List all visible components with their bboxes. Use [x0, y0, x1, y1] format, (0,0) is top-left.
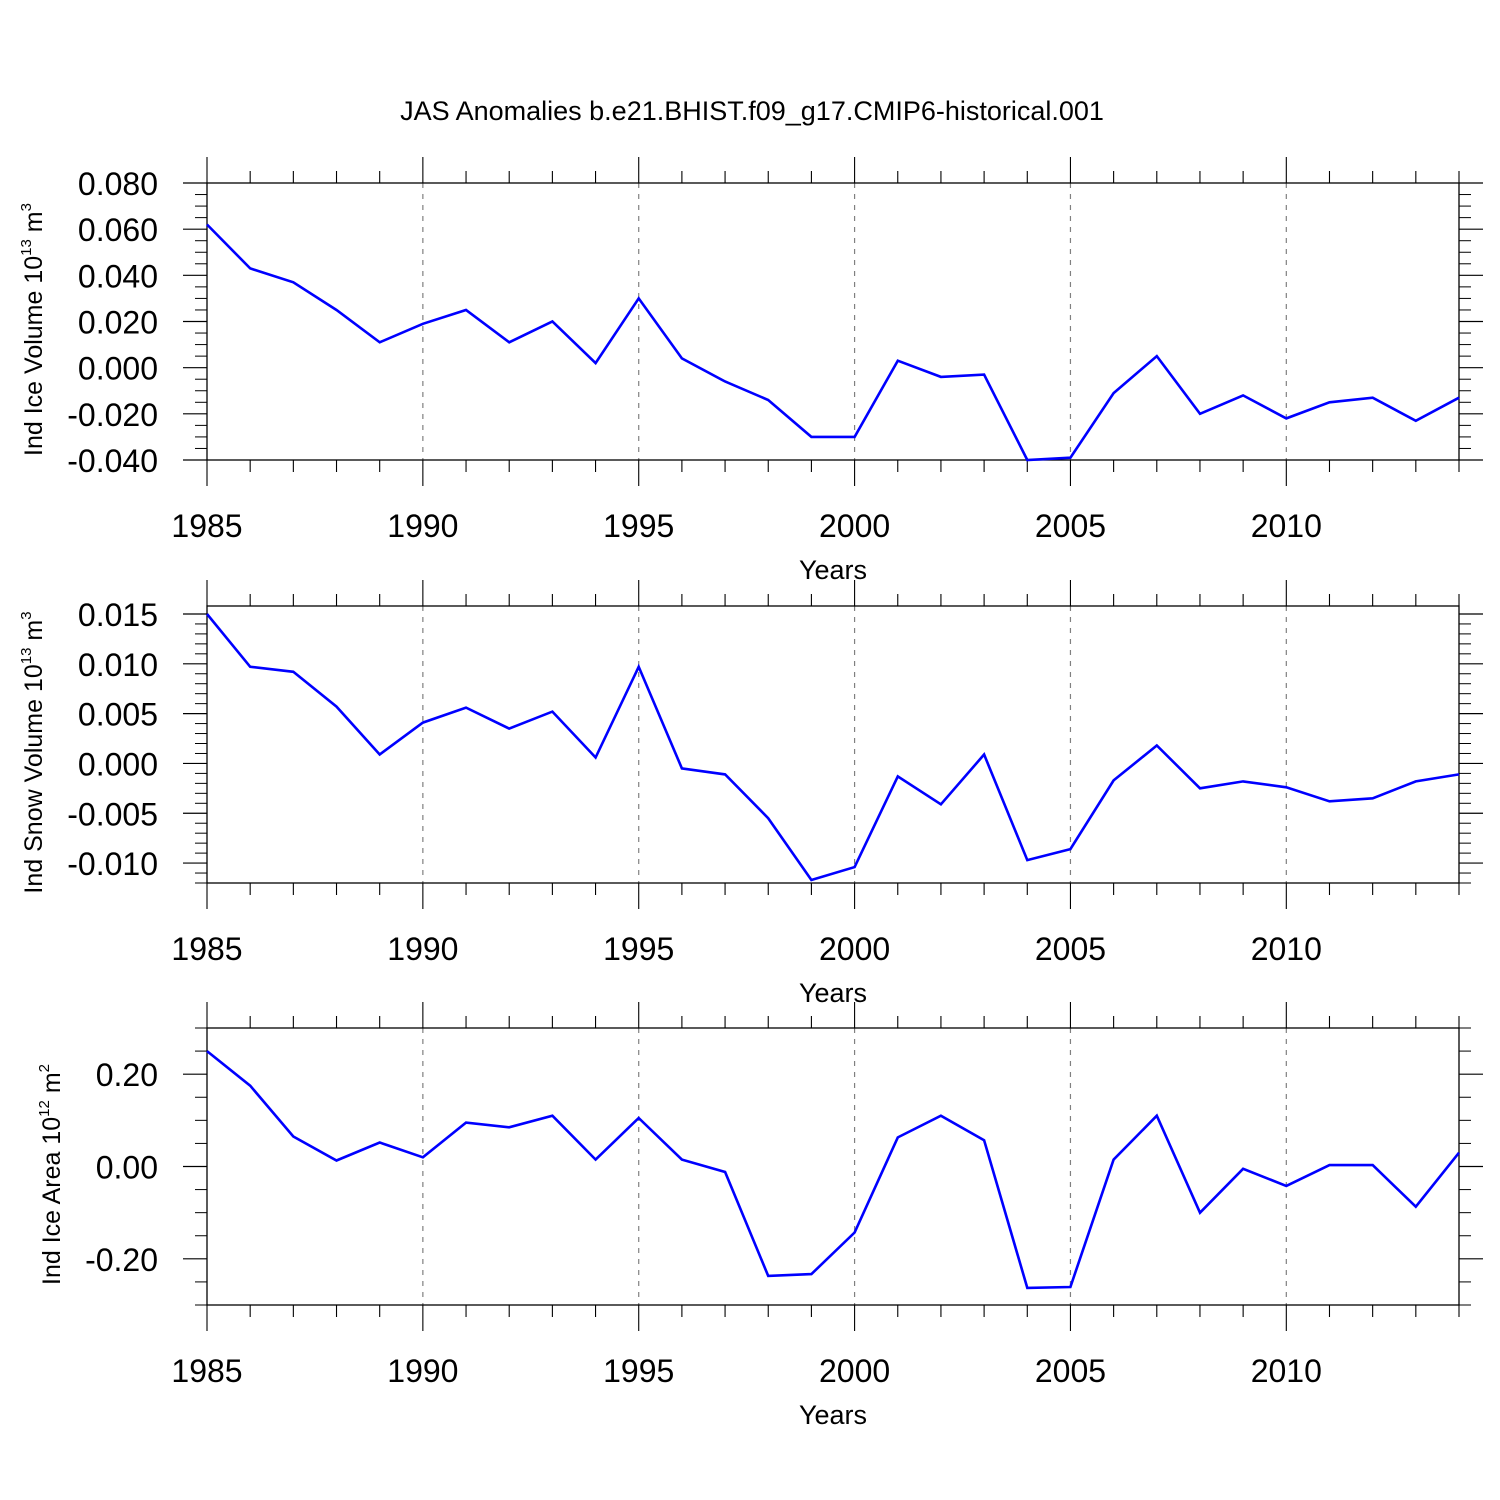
y-tick-label: -0.20 — [85, 1242, 158, 1278]
y-axis-label-unit-exponent: 3 — [18, 611, 35, 619]
x-tick-label: 2000 — [819, 931, 890, 967]
y-tick-label: 0.005 — [78, 697, 158, 733]
y-tick-label: 0.00 — [96, 1150, 158, 1186]
x-tick-label: 2010 — [1251, 931, 1322, 967]
y-axis-label-text: Ind Ice Area 10 — [38, 1117, 66, 1285]
y-tick-label: 0.20 — [96, 1057, 158, 1093]
y-tick-label: -0.020 — [67, 397, 158, 433]
plot-frame — [206, 605, 1460, 884]
x-tick-label: 1990 — [387, 1353, 458, 1389]
y-axis-label: Ind Ice Area 1012 m2 — [36, 1064, 66, 1285]
series-line — [206, 1050, 1461, 1290]
x-tick-label: 2005 — [1035, 508, 1106, 544]
y-axis-label-unit: m — [20, 211, 48, 239]
x-axis-label: Years — [799, 1400, 867, 1430]
y-axis-label-unit-exponent: 2 — [36, 1064, 53, 1072]
y-tick-label: -0.010 — [67, 846, 158, 882]
y-tick-label: 0.040 — [78, 258, 158, 294]
chart-title: JAS Anomalies b.e21.BHIST.f09_g17.CMIP6-… — [400, 96, 1104, 126]
x-tick-label: 2010 — [1251, 1353, 1322, 1389]
x-tick-label: 1985 — [171, 1353, 242, 1389]
y-axis-label: Ind Ice Volume 1013 m3 — [18, 203, 48, 456]
x-tick-label: 1990 — [387, 508, 458, 544]
x-tick-label: 1995 — [603, 508, 674, 544]
x-tick-label: 2005 — [1035, 931, 1106, 967]
y-tick-label: -0.005 — [67, 796, 158, 832]
x-tick-label: 1995 — [603, 931, 674, 967]
x-tick-label: 2005 — [1035, 1353, 1106, 1389]
y-axis-label-text: Ind Snow Volume 10 — [20, 664, 48, 893]
series-line — [206, 223, 1460, 462]
x-tick-label: 1995 — [603, 1353, 674, 1389]
y-axis-label-exponent: 13 — [18, 239, 35, 256]
y-axis-label-text: Ind Ice Volume 10 — [20, 256, 48, 456]
x-tick-label: 1985 — [171, 508, 242, 544]
plot-frame — [206, 1027, 1460, 1306]
series-line — [205, 613, 1460, 882]
x-tick-label: 2000 — [819, 508, 890, 544]
y-tick-label: 0.060 — [78, 212, 158, 248]
chart-panel-3: -0.20 0.00 0.20 1985 1990 1995 2000 2005 2010 Yea… — [36, 1002, 1483, 1430]
plot-frame — [206, 182, 1460, 461]
y-axis-label: Ind Snow Volume 1013 m3 — [18, 611, 48, 893]
x-axis-label: Years — [799, 555, 867, 585]
y-tick-label: 0.015 — [78, 597, 158, 633]
y-axis-label-unit: m — [20, 620, 48, 648]
y-tick-label: -0.040 — [67, 443, 158, 479]
x-tick-label: 2010 — [1251, 508, 1322, 544]
x-axis-label: Years — [799, 978, 867, 1008]
y-axis-label-unit: m — [38, 1072, 66, 1100]
chart-panel-2: -0.010 -0.005 0.000 0.005 0.010 0.015 1985 1990… — [18, 580, 1483, 1008]
y-axis-label-exponent: 13 — [18, 648, 35, 665]
chart-panels: -0.040 -0.020 0.000 0.020 0.040 0.060 0.080 198… — [18, 157, 1483, 1430]
chart-panel-1: -0.040 -0.020 0.000 0.020 0.040 0.060 0.080 198… — [18, 157, 1483, 585]
y-tick-label: 0.000 — [78, 351, 158, 387]
x-tick-label: 1985 — [171, 931, 242, 967]
y-tick-label: 0.080 — [78, 166, 158, 202]
x-tick-label: 2000 — [819, 1353, 890, 1389]
x-tick-label: 1990 — [387, 931, 458, 967]
y-tick-label: 0.000 — [78, 746, 158, 782]
y-axis-label-unit-exponent: 3 — [18, 203, 35, 211]
y-axis-label-exponent: 12 — [36, 1100, 53, 1117]
y-tick-label: 0.020 — [78, 305, 158, 341]
y-tick-label: 0.010 — [78, 647, 158, 683]
